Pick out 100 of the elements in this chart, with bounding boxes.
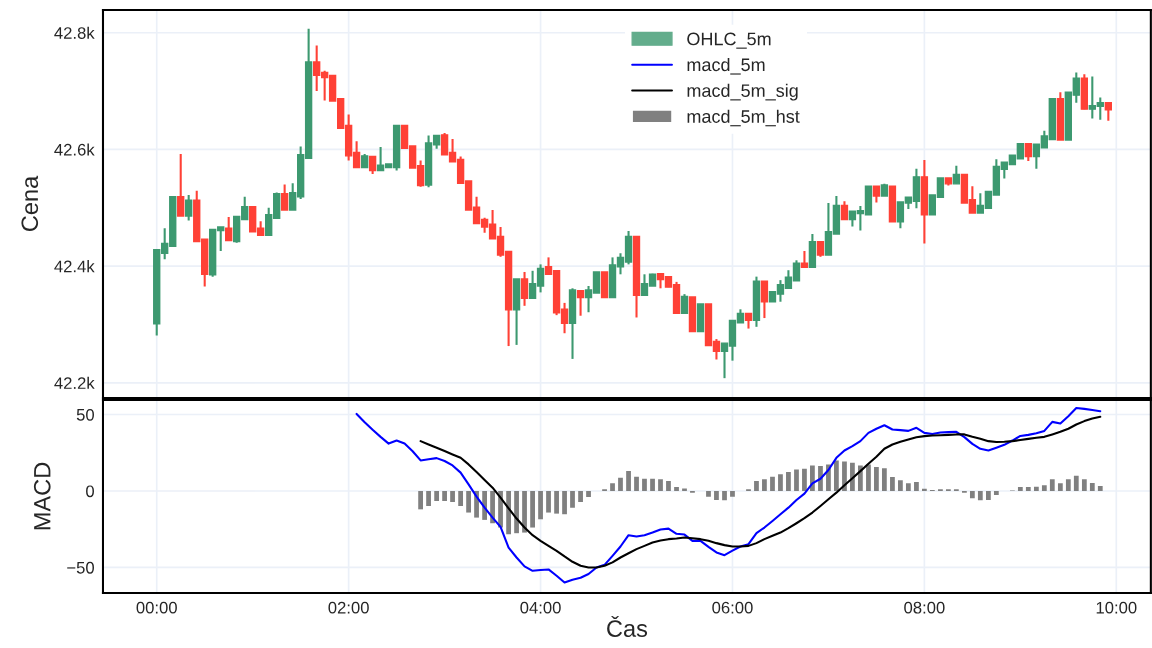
bar (857, 465, 863, 491)
legend-label: macd_5m_hst (687, 109, 800, 127)
bar (898, 480, 903, 491)
bar (538, 490, 543, 520)
bar (514, 490, 519, 534)
candlestick (952, 164, 961, 185)
bar (450, 490, 455, 502)
bar (650, 478, 655, 491)
bar (458, 490, 464, 506)
bar (905, 483, 911, 491)
bar (794, 469, 799, 491)
bar (778, 474, 783, 491)
bar (914, 481, 919, 491)
bar (626, 471, 631, 491)
y-tick-label: 42.6k (54, 143, 95, 156)
x-tick-label: 04:00 (520, 601, 561, 614)
bar (1033, 486, 1039, 491)
candlestick (680, 293, 689, 315)
candlestick (177, 153, 185, 217)
bar (1017, 487, 1023, 491)
bar (546, 490, 551, 513)
candlestick (520, 270, 529, 307)
bar (554, 490, 559, 514)
bar (977, 490, 983, 501)
candlestick (760, 280, 769, 320)
y-tick-label: 0 (86, 485, 94, 498)
x-tick-label: 08:00 (904, 601, 945, 614)
line-series (355, 406, 1102, 584)
bar (658, 479, 663, 491)
candlestick (1104, 101, 1113, 122)
bar (466, 490, 471, 513)
bar (634, 476, 639, 491)
bar (578, 490, 583, 502)
bar (842, 461, 847, 491)
bar (1081, 479, 1087, 491)
bar (986, 490, 991, 501)
bar (562, 490, 567, 515)
bar (770, 476, 775, 491)
bar (1073, 475, 1079, 491)
x-axis-title: Čas (607, 616, 648, 637)
bar (618, 477, 623, 491)
bar (881, 468, 887, 491)
bar (714, 490, 719, 501)
x-tick-label: 06:00 (712, 601, 753, 614)
bar (426, 490, 431, 506)
y-tick-label: 50 (76, 408, 95, 421)
bar (674, 487, 679, 491)
bar (969, 490, 975, 499)
legend-label: macd_5m_sig (687, 83, 798, 101)
bar (434, 490, 440, 501)
bar (762, 479, 767, 491)
bar (666, 481, 671, 491)
candlestick (840, 200, 849, 221)
bar (866, 464, 871, 491)
candlestick (184, 193, 193, 222)
candlestick (280, 183, 289, 212)
bar (418, 490, 423, 510)
bar (442, 490, 447, 501)
legend-label: macd_5m (687, 57, 765, 75)
bar (730, 490, 735, 497)
candlestick (225, 216, 233, 242)
y-tick-label: 42.2k (54, 376, 95, 389)
x-tick-label: 00:00 (136, 601, 177, 614)
bar (922, 488, 927, 491)
y-tick-label: −50 (67, 561, 94, 574)
bar (834, 460, 839, 491)
bar (682, 488, 687, 491)
y-tick-label: 42.4k (54, 260, 95, 273)
y-tick-label: 42.8k (54, 26, 95, 39)
bar (1057, 483, 1063, 491)
bar (522, 490, 527, 533)
bar (1041, 485, 1047, 491)
bar (586, 490, 591, 497)
bar (1025, 487, 1031, 491)
bar (1049, 479, 1055, 491)
bar (642, 478, 647, 491)
bar (850, 462, 855, 491)
bar (722, 490, 727, 501)
bar (810, 465, 815, 491)
bar (890, 477, 895, 491)
legend-label: OHLC_5m (687, 32, 771, 49)
bar (1065, 479, 1071, 491)
bar (993, 490, 999, 495)
bar (530, 490, 535, 528)
bar (874, 466, 879, 491)
bar (1097, 485, 1103, 491)
bar (786, 472, 791, 491)
candlestick (576, 289, 585, 317)
bar (570, 490, 575, 508)
y-axis-title: MACD (33, 462, 51, 530)
bar (506, 490, 511, 535)
bar (706, 490, 711, 497)
line-series (419, 415, 1102, 569)
bar (610, 483, 615, 491)
x-tick-label: 10:00 (1096, 601, 1137, 614)
bar (754, 481, 759, 491)
bar (802, 468, 807, 491)
x-tick-label: 02:00 (328, 601, 369, 614)
bar (1089, 483, 1095, 491)
y-axis-title: Cena (21, 175, 39, 232)
